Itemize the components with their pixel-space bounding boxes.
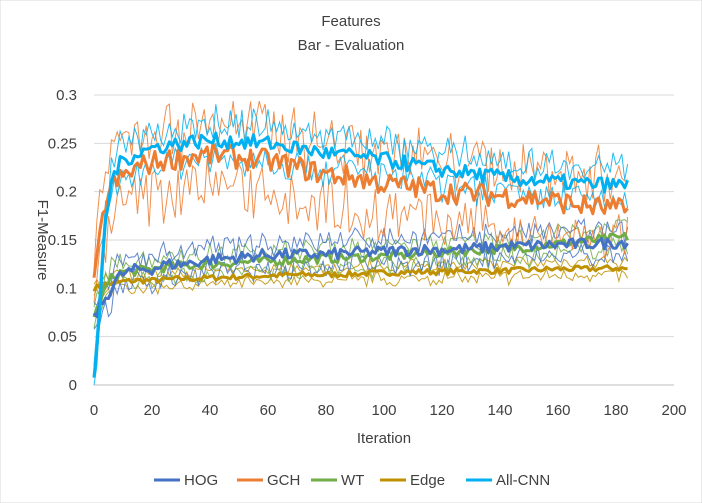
legend-label: Edge: [410, 472, 445, 489]
y-tick-label: 0.1: [56, 280, 77, 297]
series-lower-bound-wt: [93, 236, 629, 329]
legend-label: HOG: [184, 472, 218, 489]
y-tick-label: 0.3: [56, 87, 77, 104]
series-lower-bound-gch: [93, 158, 629, 303]
series-line-all-cnn: [92, 131, 629, 378]
series-line-gch: [92, 142, 629, 278]
series-lower-bound-edge: [93, 267, 629, 298]
x-tick-label: 20: [144, 402, 161, 419]
y-tick-label: 0: [69, 377, 77, 394]
y-tick-labels: 0 0.05 0.1 0.15 0.2 0.25 0.3: [48, 87, 77, 394]
legend-item-wt: WT: [311, 472, 364, 489]
y-tick-label: 0.05: [48, 329, 77, 346]
legend-label: WT: [341, 472, 364, 489]
x-tick-label: 40: [202, 402, 219, 419]
series-line-edge: [92, 264, 628, 292]
series-upper-bound-hog: [93, 217, 629, 307]
legend-item-gch: GCH: [237, 472, 300, 489]
series-lines: [92, 131, 629, 378]
legend-item-hog: HOG: [154, 472, 218, 489]
x-tick-label: 200: [661, 402, 686, 419]
series-upper-bound-all-cnn: [93, 104, 629, 366]
series-upper-bound-wt: [93, 219, 628, 308]
legend-item-all-cnn: All-CNN: [466, 472, 550, 489]
x-tick-labels: 0 20 40 60 80 100 120 140 160 180 200: [90, 402, 687, 419]
x-tick-label: 120: [429, 402, 454, 419]
x-tick-label: 100: [371, 402, 396, 419]
series-line-hog: [92, 237, 629, 318]
y-tick-label: 0.15: [48, 232, 77, 249]
x-tick-label: 180: [603, 402, 628, 419]
x-axis-title: Iteration: [357, 430, 411, 447]
chart-subtitle: Bar - Evaluation: [298, 37, 405, 54]
y-tick-label: 0.2: [56, 184, 77, 201]
legend-label: All-CNN: [496, 472, 550, 489]
x-tick-label: 0: [90, 402, 98, 419]
x-tick-label: 160: [545, 402, 570, 419]
x-tick-label: 140: [487, 402, 512, 419]
legend: HOG GCH WT Edge All-CNN: [154, 472, 550, 489]
legend-label: GCH: [267, 472, 300, 489]
chart-title: Features: [321, 13, 380, 30]
x-tick-label: 60: [260, 402, 277, 419]
y-axis-title: F1-Measure: [34, 200, 51, 281]
y-tick-label: 0.25: [48, 135, 77, 152]
x-tick-label: 80: [318, 402, 335, 419]
legend-item-edge: Edge: [380, 472, 445, 489]
